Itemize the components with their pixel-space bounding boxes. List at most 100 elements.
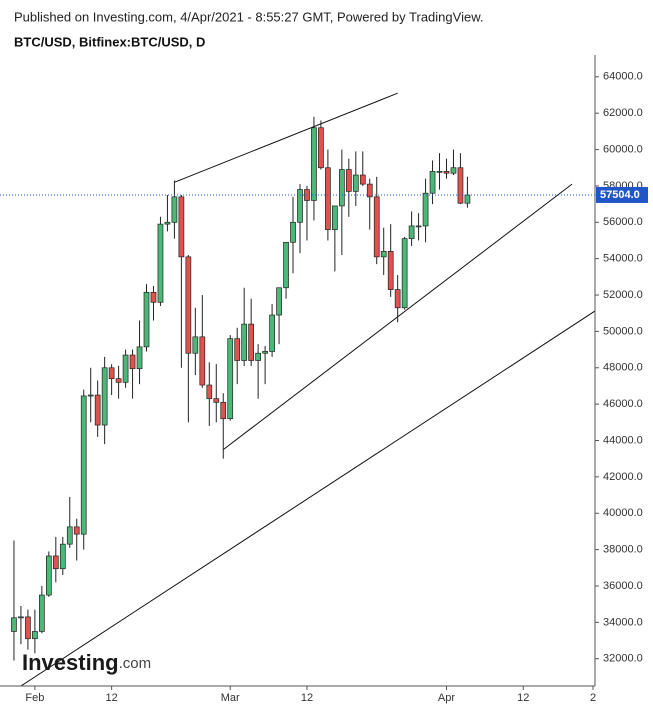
candle-body	[108, 367, 115, 380]
y-tick-label: 44000.0	[603, 434, 643, 446]
candle-body	[94, 394, 101, 426]
candle-body	[136, 346, 143, 370]
subtitle: Published on Investing.com, 4/Apr/2021 -…	[14, 9, 483, 24]
candle-body	[408, 225, 415, 240]
candle-body	[11, 617, 17, 632]
candle-body	[171, 196, 178, 223]
y-tick-label: 36000.0	[603, 580, 643, 592]
candle-body	[394, 289, 401, 309]
y-tick-label: 62000.0	[603, 107, 643, 119]
candle-body	[185, 256, 192, 354]
y-tick-label: 52000.0	[603, 289, 643, 301]
watermark: Investing.com	[22, 650, 151, 675]
watermark-name: Investing	[22, 650, 119, 675]
y-tick-label: 42000.0	[603, 471, 643, 483]
candle-body	[401, 238, 408, 309]
y-tick-label: 54000.0	[603, 253, 643, 265]
x-tick-label: 12	[301, 692, 313, 704]
candle-body	[234, 338, 241, 361]
last-price-label: 57504.0	[600, 189, 640, 201]
candle-body	[45, 555, 52, 596]
x-tick-label: Mar	[221, 692, 240, 704]
trendline	[174, 92, 398, 183]
candle-body	[115, 378, 122, 383]
candle-body	[415, 225, 422, 228]
candle-body	[73, 526, 80, 535]
y-tick-label: 48000.0	[603, 362, 643, 374]
candle-body	[199, 336, 206, 386]
candle-body	[276, 287, 282, 316]
x-tick-label: 12	[105, 692, 117, 704]
candle-body	[283, 241, 289, 289]
candle-body	[192, 336, 199, 354]
candle-body	[345, 169, 352, 192]
candle-body	[359, 174, 366, 185]
candle-body	[429, 171, 436, 194]
candle-body	[129, 354, 136, 370]
candle-body	[213, 398, 220, 403]
candle-body	[443, 171, 450, 174]
y-tick-label: 50000.0	[603, 325, 643, 337]
y-tick-label: 38000.0	[603, 544, 643, 556]
candle-body	[143, 291, 150, 348]
candle-body	[338, 169, 345, 207]
candle-body	[101, 367, 108, 426]
candle-body	[290, 221, 296, 243]
candle-body	[422, 192, 429, 227]
candle-body	[87, 394, 94, 397]
candle-body	[25, 616, 31, 640]
candle-body	[255, 352, 261, 361]
candle-body	[457, 167, 464, 204]
candle-body	[366, 183, 373, 198]
candle-body	[269, 314, 275, 352]
candle-body	[387, 251, 394, 290]
candle-body	[450, 167, 457, 174]
x-tick-label: 2	[590, 692, 596, 704]
candle-body	[178, 196, 185, 258]
y-tick-label: 60000.0	[603, 143, 643, 155]
candle-body	[380, 251, 387, 258]
y-tick-label: 40000.0	[603, 507, 643, 519]
candle-body	[18, 616, 24, 619]
candle-body	[157, 223, 164, 303]
candle-body	[39, 594, 45, 632]
trendline	[20, 310, 595, 686]
candle-body	[436, 171, 443, 173]
candle-body	[32, 631, 38, 640]
x-tick-label: 12	[517, 692, 529, 704]
candle-body	[262, 351, 268, 354]
candle-body	[311, 127, 317, 201]
last-price-box	[596, 186, 648, 203]
candle-body	[248, 323, 255, 361]
y-tick-label: 64000.0	[603, 71, 643, 83]
y-tick-label: 32000.0	[603, 653, 643, 665]
candle-body	[122, 354, 129, 383]
candle-body	[352, 174, 359, 192]
plot-area	[11, 92, 595, 686]
candle-body	[164, 221, 171, 225]
candle-body	[297, 189, 303, 223]
candle-body	[66, 526, 73, 545]
candle-body	[59, 543, 66, 570]
candle-body	[80, 395, 87, 535]
y-tick-label: 34000.0	[603, 616, 643, 628]
x-tick-label: Feb	[25, 692, 44, 704]
candle-body	[150, 291, 157, 303]
candle-body	[52, 555, 59, 570]
x-tick-label: Apr	[438, 692, 455, 704]
candle-body	[332, 205, 338, 230]
candle-body	[206, 384, 213, 400]
y-tick-label: 46000.0	[603, 398, 643, 410]
watermark-suffix: .com	[119, 655, 152, 672]
candle-body	[227, 338, 234, 420]
candle-body	[220, 401, 227, 420]
y-tick-label: 56000.0	[603, 216, 643, 228]
chart-title: BTC/USD, Bitfinex:BTC/USD, D	[14, 34, 205, 49]
candle-body	[373, 196, 380, 258]
candle-body	[464, 194, 471, 204]
candle-body	[318, 127, 324, 169]
candle-body	[325, 167, 331, 230]
candle-body	[241, 323, 248, 361]
